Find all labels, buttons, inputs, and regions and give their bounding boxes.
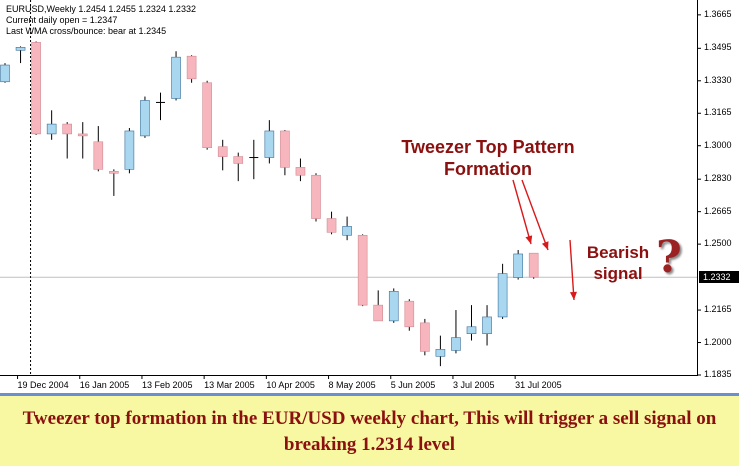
- bearish-arrow-head: [569, 291, 577, 300]
- tweezer-arrow-left-head: [525, 235, 533, 244]
- date-tick-label: 10 Apr 2005: [266, 380, 315, 390]
- candle-body-bullish: [513, 253, 523, 278]
- candle-body-bullish: [46, 123, 57, 135]
- caption-box: Tweezer top formation in the EUR/USD wee…: [0, 393, 739, 466]
- candle-body-bearish: [93, 141, 104, 170]
- candle-body-bearish: [217, 146, 228, 157]
- tweezer-annotation-line2: Formation: [444, 159, 532, 179]
- candle-body-bullish: [342, 226, 352, 236]
- candle-body-bearish: [109, 171, 119, 174]
- candle-body-bullish: [435, 349, 446, 357]
- date-tick-label: 13 Feb 2005: [141, 380, 193, 390]
- candle-body-bullish: [124, 130, 135, 170]
- candle-body-bullish: [466, 326, 477, 334]
- bearish-arrow: [569, 239, 575, 301]
- candle-body-bearish: [373, 304, 384, 322]
- candle-body-bearish: [357, 234, 368, 306]
- bearish-annotation-line2: signal: [593, 264, 643, 283]
- date-tick-label: 31 Jul 2005: [515, 380, 562, 390]
- candle-body-bullish: [497, 273, 508, 318]
- caption-text: Tweezer top formation in the EUR/USD wee…: [22, 408, 717, 455]
- tweezer-annotation: Tweezer Top Pattern Formation: [378, 136, 598, 180]
- chart-window: EURUSD,Weekly 1.2454 1.2455 1.2324 1.233…: [0, 0, 739, 390]
- price-tick-label: 1.2830: [704, 173, 732, 184]
- plot-area: [0, 0, 698, 376]
- current-daily-open: Current daily open = 1.2347: [6, 15, 118, 25]
- tweezer-arrow-left: [512, 179, 532, 245]
- bearish-annotation-line1: Bearish: [586, 243, 650, 262]
- candle-body-bearish: [311, 174, 321, 219]
- price-tick-label: 1.3000: [704, 139, 732, 150]
- candle-body-bullish: [482, 316, 492, 334]
- price-tick-label: 1.2500: [704, 238, 732, 249]
- candle-body-bearish: [202, 82, 212, 148]
- price-tick-label: 1.2665: [704, 205, 732, 216]
- bearish-annotation: Bearish signal: [578, 242, 658, 284]
- candle-body-bearish: [280, 130, 290, 168]
- candle-body-bullish: [171, 56, 181, 99]
- candle-body-bearish: [420, 322, 430, 352]
- price-tick-label: 1.3665: [704, 8, 732, 19]
- candle-body-bearish: [186, 55, 197, 80]
- date-tick-label: 19 Dec 2004: [17, 380, 69, 390]
- candle-body-bearish: [404, 300, 415, 328]
- last-wma-cross: Last WMA cross/bounce: bear at 1.2345: [6, 26, 167, 36]
- tweezer-annotation-line1: Tweezer Top Pattern: [401, 137, 575, 157]
- candle-body-bullish: [140, 100, 150, 137]
- candle-body-bullish: [264, 130, 275, 158]
- price-tick-label: 1.2165: [704, 304, 732, 315]
- candle-body-bearish: [326, 218, 337, 233]
- price-tick-label: 1.2000: [704, 336, 732, 347]
- tweezer-arrow-right-head: [541, 241, 549, 250]
- date-tick-label: 5 Jun 2005: [390, 380, 436, 390]
- chart-symbol-info: EURUSD,Weekly 1.2454 1.2455 1.2324 1.233…: [6, 4, 196, 14]
- current-price-label: 1.2332: [699, 271, 739, 283]
- candle-body-bearish: [233, 156, 244, 164]
- date-tick-label: 13 Mar 2005: [204, 380, 255, 390]
- candle-body-bearish: [295, 167, 306, 176]
- candle-body-bearish: [62, 123, 73, 135]
- candle-body-bullish: [388, 291, 399, 322]
- question-mark-icon: ?: [656, 232, 682, 283]
- candle-body-bearish: [77, 133, 88, 137]
- candle-body-bullish: [15, 47, 26, 51]
- date-tick-label: 16 Jan 2005: [79, 380, 130, 390]
- candle-body-bullish: [0, 64, 10, 83]
- price-tick-label: 1.3495: [704, 42, 732, 53]
- tweezer-arrow-right: [521, 179, 549, 251]
- candle-body-bearish: [528, 252, 539, 278]
- price-tick-label: 1.3330: [704, 74, 732, 85]
- date-tick-label: 8 May 2005: [328, 380, 376, 390]
- date-tick-label: 3 Jul 2005: [452, 380, 495, 390]
- price-tick-label: 1.3165: [704, 107, 732, 118]
- price-tick-label: 1.1835: [704, 369, 732, 379]
- candlestick-chart: [0, 0, 701, 379]
- candle-body-bearish: [31, 42, 41, 135]
- candle-body-bullish: [451, 337, 461, 351]
